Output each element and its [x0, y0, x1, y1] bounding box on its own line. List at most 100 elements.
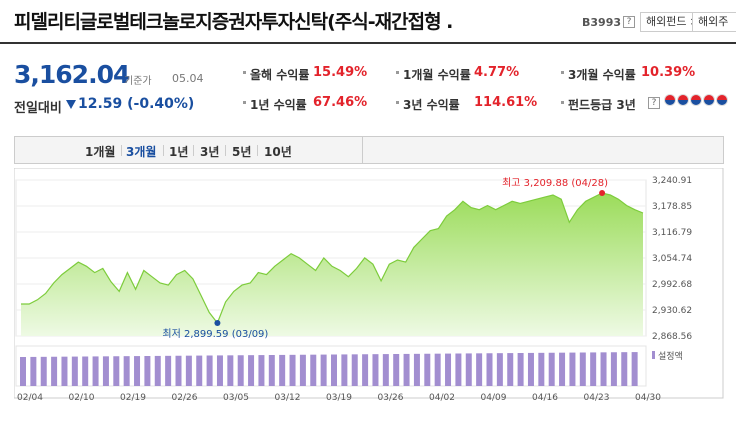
volume-bar: [631, 352, 638, 386]
volume-bar: [476, 353, 483, 386]
x-tick-label: 03/19: [326, 393, 352, 403]
ytd-return-value: 15.49%: [313, 65, 368, 80]
taegeuk-icon: [690, 94, 702, 106]
volume-bar: [165, 355, 172, 386]
y-tick-label: 2,868.56: [652, 332, 692, 342]
base-price-label: 기준가: [124, 76, 152, 87]
divider: [193, 145, 194, 156]
price-chart-svg: 3,240.91 3,178.85 3,116.79 3,054.74 2,992.68…: [14, 168, 724, 403]
volume-bar: [434, 353, 441, 386]
x-tick-label: 04/09: [481, 393, 507, 403]
volume-bar: [40, 356, 47, 386]
volume-bar: [123, 356, 130, 386]
tab-1-year[interactable]: 1년: [169, 145, 189, 159]
help-icon[interactable]: ?: [623, 16, 635, 28]
tab-10-years[interactable]: 10년: [264, 145, 292, 159]
volume-bar: [30, 356, 37, 386]
volume-bar: [154, 355, 161, 386]
volume-bar: [538, 352, 545, 386]
divider: [121, 145, 122, 156]
volume-bar: [144, 356, 151, 386]
x-tick-label: 04/02: [429, 393, 455, 403]
volume-bar: [393, 354, 400, 386]
volume-bar: [71, 356, 78, 386]
volume-bar: [331, 354, 337, 386]
tab-3-years[interactable]: 3년: [200, 145, 220, 159]
max-point: [599, 190, 606, 197]
volume-bar: [51, 356, 58, 386]
volume-bar: [403, 353, 410, 386]
y-tick-label: 3,116.79: [652, 228, 692, 238]
volume-bar: [102, 356, 109, 386]
taegeuk-icon: [703, 94, 715, 106]
volume-bar: [196, 355, 203, 386]
1m-return-label: 1개월 수익률: [403, 68, 471, 82]
volume-bar: [279, 354, 286, 386]
change-value: 12.59 (-0.40%): [78, 96, 195, 112]
min-label: 최저 2,899.59 (03/09): [162, 328, 268, 340]
volume-bar: [310, 354, 317, 386]
price-line: [21, 192, 644, 325]
volume-bar: [248, 355, 255, 386]
tab-3-months[interactable]: 3개월: [126, 145, 157, 159]
tab-1-month[interactable]: 1개월: [85, 145, 116, 159]
1y-return-label: 1년 수익률: [250, 98, 307, 112]
volume-bar: [465, 353, 472, 386]
volume-bar: [569, 352, 576, 386]
volume-bar: [372, 354, 379, 386]
volume-bar: [590, 352, 597, 386]
x-tick-label: 03/05: [223, 393, 249, 403]
volume-bar: [362, 354, 369, 386]
breadcrumb-overseas-fund[interactable]: 해외펀드 >: [640, 12, 708, 32]
y-tick-label: 3,178.85: [652, 202, 692, 212]
y-tick-label: 2,930.62: [652, 306, 692, 316]
tab-5-years[interactable]: 5년: [232, 145, 252, 159]
volume-bar: [445, 353, 452, 386]
volume-bar: [621, 352, 628, 386]
x-tick-label: 04/23: [584, 393, 610, 403]
volume-bar: [600, 352, 607, 386]
volume-bar: [517, 353, 524, 386]
volume-bar: [289, 354, 296, 386]
volume-bar: [579, 352, 586, 386]
volume-bar: [413, 353, 420, 386]
volume-bar: [496, 353, 503, 386]
fund-title: 피델리티글로벌테크놀로지증권자투자신탁(주식-재간접형 .: [14, 11, 453, 33]
volume-bar: [113, 356, 120, 386]
x-tick-label: 02/04: [17, 393, 43, 403]
breadcrumb-overseas-stock[interactable]: 해외주: [692, 12, 736, 32]
ytd-return-label: 올해 수익률: [250, 68, 310, 82]
max-label: 최고 3,209.88 (04/28): [502, 177, 608, 189]
volume-bar: [227, 355, 234, 386]
y-tick-label: 3,054.74: [652, 254, 692, 264]
bullet-icon: [243, 71, 246, 74]
taegeuk-icon: [716, 94, 728, 106]
x-tick-label: 04/16: [532, 393, 558, 403]
volume-bar: [134, 356, 141, 386]
help-icon[interactable]: ?: [648, 97, 660, 109]
x-tick-label: 02/10: [69, 393, 95, 403]
x-tick-label: 03/12: [275, 393, 301, 403]
x-tick-label: 02/19: [120, 393, 146, 403]
volume-bar: [507, 353, 514, 386]
bullet-icon: [243, 101, 246, 104]
x-tick-label: 04/30: [635, 393, 661, 403]
bullet-icon: [561, 71, 564, 74]
volume-bar: [527, 352, 534, 386]
period-selector: 1개월 3개월 1년 3년 5년 10년: [14, 136, 724, 164]
volume-bar: [455, 353, 462, 386]
volume-bar: [185, 355, 192, 386]
3y-return-value: 114.61%: [474, 95, 538, 110]
1y-return-value: 67.46%: [313, 95, 368, 110]
price-area: [21, 193, 643, 336]
fund-header: 피델리티글로벌테크놀로지증권자투자신탁(주식-재간접형 . B3993 ? 해외…: [0, 0, 736, 44]
volume-bar: [206, 355, 213, 386]
volume-bar: [237, 355, 244, 386]
volume-bar: [61, 356, 68, 386]
taegeuk-icon: [677, 94, 689, 106]
volume-bar: [20, 357, 26, 386]
x-tick-label: 02/26: [172, 393, 198, 403]
volume-bar: [268, 355, 275, 386]
x-tick-label: 03/26: [378, 393, 404, 403]
3m-return-label: 3개월 수익률: [568, 68, 636, 82]
